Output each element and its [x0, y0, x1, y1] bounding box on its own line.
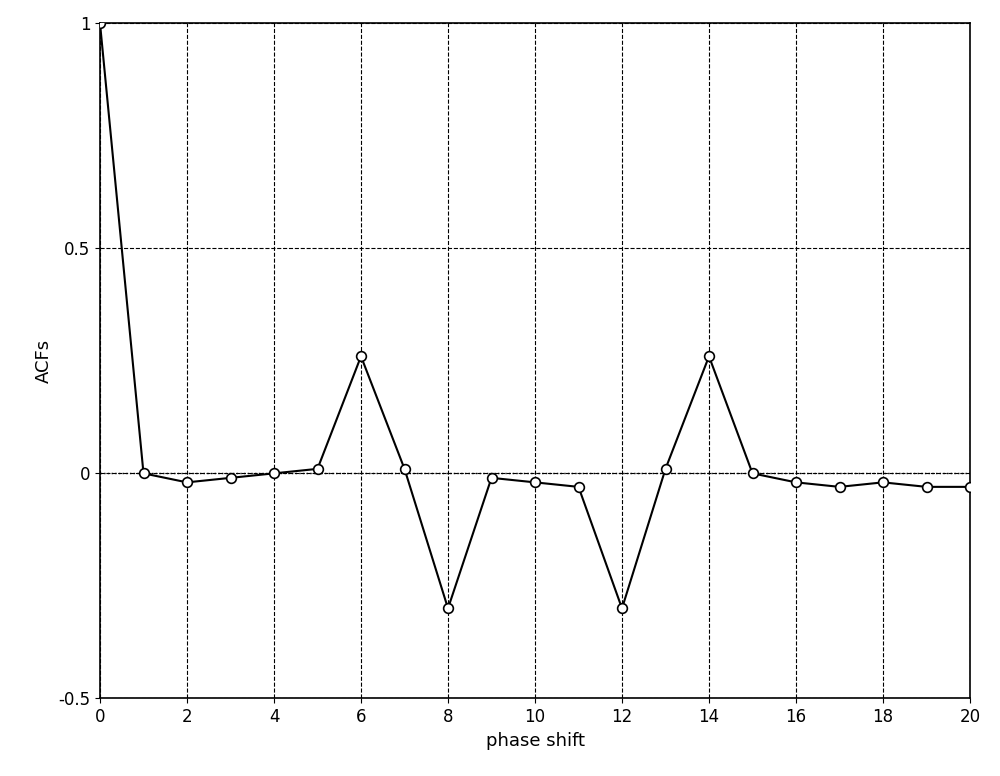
Y-axis label: ACFs: ACFs [35, 339, 53, 383]
X-axis label: phase shift: phase shift [486, 732, 584, 750]
